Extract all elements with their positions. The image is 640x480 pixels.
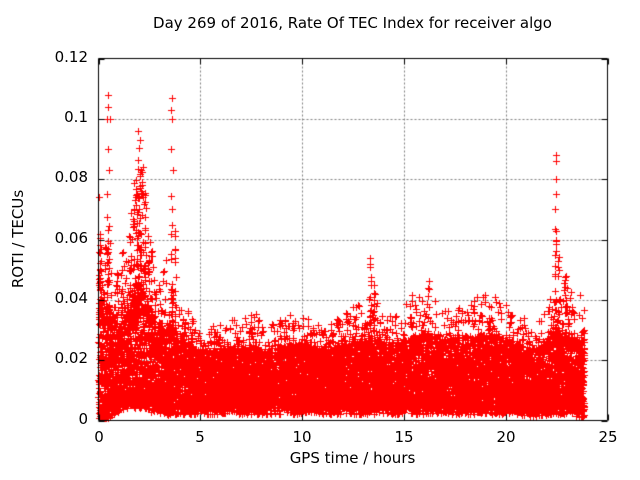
x-tick-label-15: 15 <box>394 428 414 446</box>
y-tick-label-0.1: 0.1 <box>64 108 88 126</box>
y-tick-label-0.04: 0.04 <box>54 289 88 307</box>
y-tick-label-0.12: 0.12 <box>54 48 88 66</box>
x-tick-label-5: 5 <box>195 428 205 446</box>
y-tick-label-0: 0 <box>78 410 88 428</box>
y-tick-label-0.08: 0.08 <box>54 168 88 186</box>
x-tick-label-20: 20 <box>496 428 516 446</box>
x-axis-label: GPS time / hours <box>289 449 416 467</box>
y-tick-label-0.06: 0.06 <box>54 229 88 247</box>
y-tick-label-0.02: 0.02 <box>54 349 88 367</box>
x-tick-label-0: 0 <box>94 428 104 446</box>
x-tick-label-10: 10 <box>292 428 312 446</box>
chart-title: Day 269 of 2016, Rate Of TEC Index for r… <box>153 14 552 32</box>
x-tick-label-25: 25 <box>598 428 618 446</box>
